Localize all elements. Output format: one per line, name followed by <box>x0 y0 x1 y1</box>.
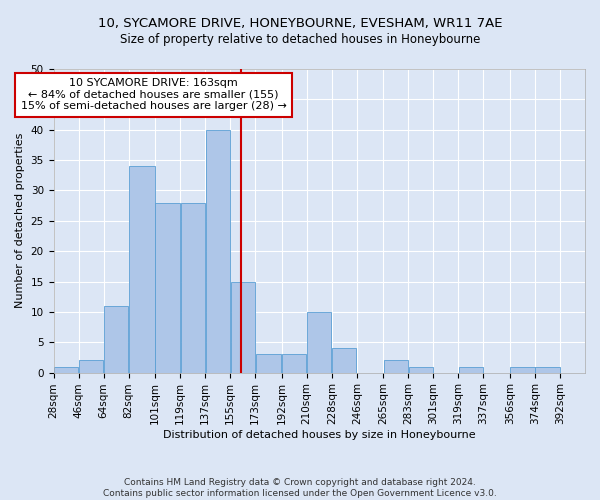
Y-axis label: Number of detached properties: Number of detached properties <box>15 133 25 308</box>
Bar <box>510 366 535 372</box>
Bar <box>307 312 331 372</box>
Bar <box>104 306 128 372</box>
Text: 10 SYCAMORE DRIVE: 163sqm
← 84% of detached houses are smaller (155)
15% of semi: 10 SYCAMORE DRIVE: 163sqm ← 84% of detac… <box>21 78 287 112</box>
Bar <box>79 360 103 372</box>
Bar <box>332 348 356 372</box>
Bar <box>459 366 483 372</box>
Bar <box>535 366 560 372</box>
Bar <box>256 354 281 372</box>
Bar <box>54 366 78 372</box>
Text: Size of property relative to detached houses in Honeybourne: Size of property relative to detached ho… <box>120 32 480 46</box>
Bar <box>155 202 180 372</box>
Bar <box>230 282 255 372</box>
Bar <box>129 166 155 372</box>
Bar <box>282 354 307 372</box>
Text: 10, SYCAMORE DRIVE, HONEYBOURNE, EVESHAM, WR11 7AE: 10, SYCAMORE DRIVE, HONEYBOURNE, EVESHAM… <box>98 18 502 30</box>
Bar <box>409 366 433 372</box>
X-axis label: Distribution of detached houses by size in Honeybourne: Distribution of detached houses by size … <box>163 430 476 440</box>
Bar <box>206 130 230 372</box>
Text: Contains HM Land Registry data © Crown copyright and database right 2024.
Contai: Contains HM Land Registry data © Crown c… <box>103 478 497 498</box>
Bar <box>181 202 205 372</box>
Bar <box>383 360 408 372</box>
